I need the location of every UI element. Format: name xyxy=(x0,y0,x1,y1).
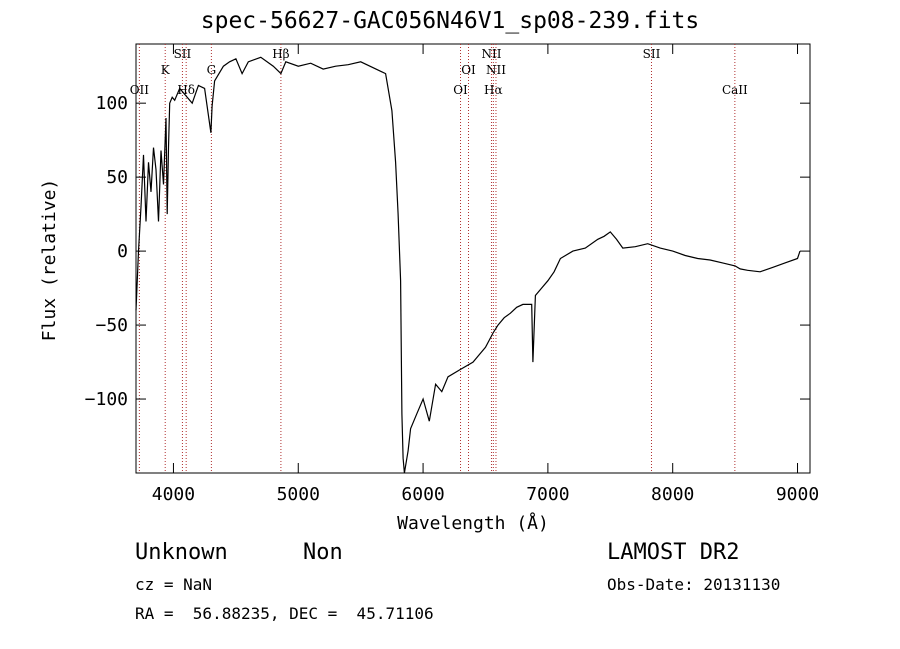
spectral-line-label: NII xyxy=(481,47,501,61)
survey-name: LAMOST DR2 xyxy=(607,540,740,565)
axis-ticks: 4000 5000 6000 7000 8000 9000 100 50 0 −50 −100 xyxy=(85,44,819,505)
series-line xyxy=(135,56,801,474)
spectral-line-label: Hα xyxy=(484,83,503,97)
x-tick-label: 8000 xyxy=(651,484,694,505)
spectral-line-label: SII xyxy=(174,47,192,61)
series-group xyxy=(135,56,801,474)
spectral-line-label: OI xyxy=(461,63,476,77)
spectral-line-label: Hβ xyxy=(272,47,289,61)
y-tick-label: 50 xyxy=(106,167,128,188)
coordinates: RA = 56.88235, DEC = 45.71106 xyxy=(135,604,434,623)
chart-title: spec-56627-GAC056N46V1_sp08-239.fits xyxy=(200,8,700,34)
spectral-line-label: SII xyxy=(643,47,661,61)
x-tick-label: 7000 xyxy=(526,484,569,505)
object-subclass: Non xyxy=(303,540,343,565)
y-tick-label: −100 xyxy=(85,389,128,410)
spectral-line-label: Hδ xyxy=(177,83,195,97)
y-tick-label: 100 xyxy=(95,93,128,114)
x-tick-label: 4000 xyxy=(152,484,195,505)
spectral-line-label: NII xyxy=(486,63,506,77)
x-axis-label: Wavelength (Å) xyxy=(397,512,549,534)
x-tick-label: 5000 xyxy=(277,484,320,505)
y-axis-label: Flux (relative) xyxy=(39,179,60,342)
redshift-cz: cz = NaN xyxy=(135,575,213,594)
spectral-line-label: G xyxy=(207,63,217,77)
y-tick-label: 0 xyxy=(117,241,128,262)
spectral-line-label: OII xyxy=(130,83,150,97)
spectral-line-label: OI xyxy=(453,83,468,97)
x-tick-label: 9000 xyxy=(776,484,819,505)
spectral-line-label: CaII xyxy=(722,83,748,97)
plot-frame xyxy=(135,43,811,474)
object-class: Unknown xyxy=(135,540,228,565)
x-tick-label: 6000 xyxy=(401,484,444,505)
y-tick-label: −50 xyxy=(95,315,128,336)
obs-date: Obs-Date: 20131130 xyxy=(607,575,781,594)
spectral-line-label: K xyxy=(161,63,171,77)
